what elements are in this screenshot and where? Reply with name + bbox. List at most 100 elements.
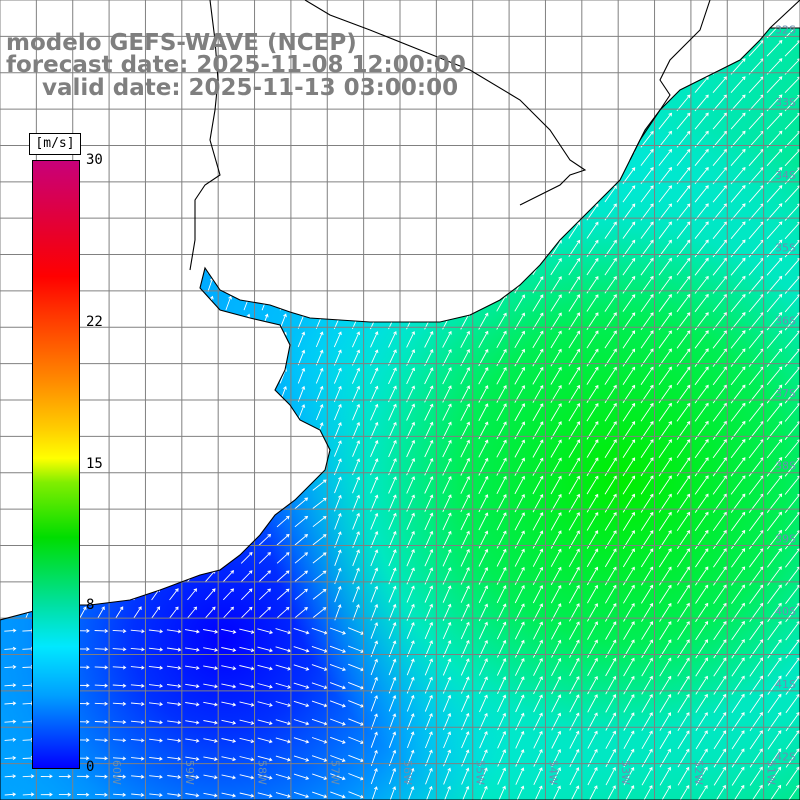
wind-arrow bbox=[225, 259, 232, 274]
wind-arrow bbox=[297, 168, 306, 183]
wind-arrow bbox=[388, 476, 397, 494]
wind-arrow bbox=[297, 222, 306, 238]
wind-arrow bbox=[171, 386, 178, 402]
wind-arrow bbox=[370, 385, 379, 403]
wind-arrow bbox=[425, 5, 433, 19]
wind-arrow bbox=[496, 28, 507, 38]
wind-arrow bbox=[388, 549, 397, 567]
wind-arrow bbox=[460, 585, 470, 603]
wind-arrow bbox=[171, 368, 178, 383]
wind-arrow bbox=[151, 533, 161, 546]
wind-arrow bbox=[695, 784, 708, 800]
colorbar-tick-label: 30 bbox=[86, 152, 103, 168]
wind-arrow bbox=[330, 755, 346, 762]
wind-arrow bbox=[767, 4, 782, 19]
wind-arrow bbox=[515, 694, 525, 713]
wind-arrow bbox=[406, 367, 416, 385]
wind-arrow bbox=[7, 588, 14, 600]
wind-arrow bbox=[568, 548, 580, 568]
wind-arrow bbox=[712, 28, 728, 39]
wind-arrow bbox=[712, 112, 728, 130]
wind-arrow bbox=[351, 367, 361, 384]
wind-arrow bbox=[442, 658, 452, 676]
wind-arrow bbox=[115, 569, 124, 583]
wind-arrow bbox=[207, 223, 214, 238]
wind-arrow bbox=[766, 330, 783, 349]
wind-arrow bbox=[568, 330, 580, 349]
wind-arrow bbox=[586, 366, 599, 385]
wind-arrow bbox=[45, 7, 49, 17]
wind-arrow bbox=[79, 478, 87, 492]
wind-arrow bbox=[315, 404, 324, 421]
wind-arrow bbox=[312, 570, 327, 582]
wind-arrow bbox=[550, 40, 562, 57]
wind-arrow bbox=[351, 167, 361, 184]
wind-arrow bbox=[460, 403, 470, 421]
wind-arrow bbox=[185, 756, 200, 761]
wind-arrow bbox=[7, 497, 14, 510]
wind-arrow bbox=[749, 730, 763, 750]
wind-arrow bbox=[623, 5, 635, 20]
wind-arrow bbox=[275, 646, 292, 653]
wind-arrow bbox=[4, 665, 17, 669]
wind-arrow bbox=[569, 621, 580, 640]
wind-arrow bbox=[424, 585, 434, 603]
wind-arrow bbox=[171, 295, 178, 310]
wind-arrow bbox=[40, 792, 53, 797]
wind-arrow bbox=[79, 442, 87, 455]
wind-arrow bbox=[135, 277, 141, 292]
wind-arrow bbox=[297, 349, 306, 366]
wind-arrow bbox=[167, 793, 182, 798]
wind-arrow bbox=[442, 330, 452, 348]
wind-arrow bbox=[676, 130, 691, 148]
wind-arrow bbox=[8, 242, 13, 255]
wind-arrow bbox=[767, 548, 782, 568]
wind-arrow bbox=[276, 552, 290, 564]
wind-arrow bbox=[297, 150, 306, 165]
wind-arrow bbox=[4, 792, 17, 797]
wind-arrow bbox=[694, 40, 709, 57]
wind-arrow bbox=[333, 440, 342, 457]
wind-arrow bbox=[116, 114, 123, 128]
lat-label: 39S bbox=[775, 532, 796, 545]
wind-arrow bbox=[550, 76, 562, 93]
wind-arrow bbox=[533, 657, 543, 676]
wind-arrow bbox=[514, 585, 525, 604]
wind-arrow bbox=[26, 387, 31, 401]
wind-arrow bbox=[225, 404, 232, 420]
wind-arrow bbox=[153, 205, 159, 219]
wind-arrow bbox=[348, 791, 364, 799]
wind-arrow bbox=[94, 683, 109, 688]
wind-arrow bbox=[8, 151, 13, 163]
wind-arrow bbox=[80, 151, 86, 164]
wind-arrow bbox=[257, 628, 274, 635]
wind-arrow bbox=[169, 569, 179, 583]
wind-arrow bbox=[640, 221, 654, 239]
wind-arrow bbox=[261, 186, 269, 201]
wind-arrow bbox=[731, 602, 745, 623]
wind-arrow bbox=[153, 314, 159, 329]
wind-arrow bbox=[785, 766, 800, 786]
wind-arrow bbox=[766, 438, 783, 459]
wind-arrow bbox=[293, 646, 310, 653]
wind-arrow bbox=[351, 204, 361, 220]
wind-arrow bbox=[766, 529, 783, 550]
wind-arrow bbox=[293, 791, 310, 799]
wind-arrow bbox=[298, 6, 305, 19]
wind-arrow bbox=[135, 314, 141, 328]
wind-arrow bbox=[766, 257, 783, 276]
wind-arrow bbox=[766, 185, 783, 203]
wind-arrow bbox=[172, 6, 177, 17]
wind-arrow bbox=[731, 748, 745, 768]
wind-arrow bbox=[80, 387, 86, 401]
wind-arrow bbox=[532, 28, 544, 38]
wind-arrow bbox=[279, 349, 287, 366]
wind-arrow bbox=[712, 76, 728, 93]
wind-arrow bbox=[169, 496, 179, 510]
wind-arrow bbox=[479, 785, 488, 800]
wind-arrow bbox=[532, 94, 544, 111]
wind-arrow bbox=[7, 533, 14, 546]
wind-arrow bbox=[258, 497, 272, 510]
wind-arrow bbox=[730, 39, 746, 57]
wind-arrow bbox=[25, 588, 32, 601]
